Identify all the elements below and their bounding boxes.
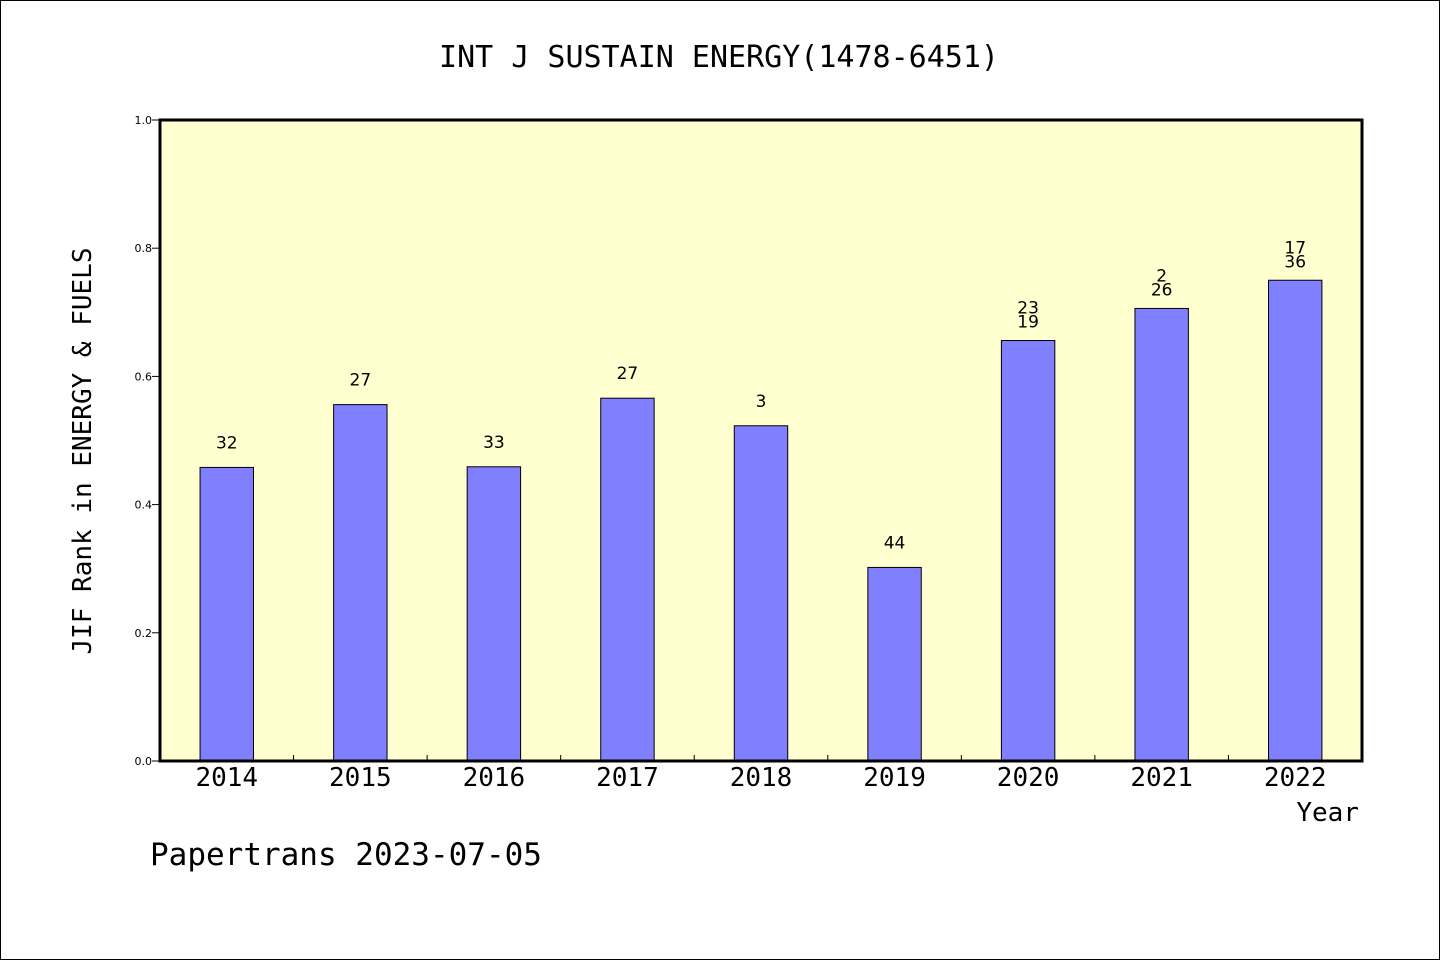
x-tick-label: 2019 <box>863 763 926 793</box>
bar-label: 36 <box>1284 252 1306 272</box>
y-tick-label: 0.6 <box>135 370 153 383</box>
x-axis-ticks: 2014 2015 2016 2017 2018 2019 2020 2021 2022 <box>195 755 1327 793</box>
plot-border <box>158 118 1364 763</box>
bar-2022 <box>1268 279 1323 762</box>
bar-label: 27 <box>350 371 372 391</box>
bar-label: 19 <box>1017 313 1039 333</box>
bar-label: 3 <box>756 392 767 412</box>
bar-label: 17 <box>1284 238 1306 258</box>
chart-title: INT J SUSTAIN ENERGY(1478-6451) <box>439 40 999 75</box>
bar-2015 <box>333 404 388 762</box>
bar-label: 23 <box>1017 299 1039 319</box>
bar-2016 <box>466 466 522 762</box>
x-tick-label: 2022 <box>1264 763 1327 793</box>
bar-2018 <box>733 425 789 762</box>
bar-label: 27 <box>617 364 639 384</box>
y-tick-label: 0.0 <box>135 755 153 768</box>
x-tick-label: 2021 <box>1130 763 1193 793</box>
bar-label: 44 <box>884 533 906 553</box>
bar-label: 32 <box>216 433 238 453</box>
bars-group <box>199 279 1323 762</box>
bar-label: 2 <box>1156 266 1167 286</box>
y-axis-label: JIF Rank in ENERGY & FUELS <box>68 248 98 655</box>
bar-2020 <box>1000 340 1056 762</box>
y-tick-label: 0.2 <box>135 627 153 640</box>
x-axis-label: Year <box>1296 798 1359 828</box>
y-axis-ticks: 0.0 0.2 0.4 0.6 0.8 1.0 <box>135 114 160 768</box>
y-tick-label: 0.4 <box>135 499 153 512</box>
bar-2019 <box>867 566 922 762</box>
bar-label: 26 <box>1151 280 1173 300</box>
bar-2017 <box>600 397 655 762</box>
bar-label: 33 <box>483 433 505 453</box>
bar-2014 <box>199 466 254 762</box>
y-tick-label: 0.8 <box>135 242 153 255</box>
x-tick-label: 2020 <box>997 763 1060 793</box>
x-tick-label: 2018 <box>730 763 793 793</box>
x-tick-label: 2016 <box>463 763 526 793</box>
x-tick-label: 2014 <box>195 763 258 793</box>
x-tick-label: 2017 <box>596 763 659 793</box>
bar-2021 <box>1134 307 1189 762</box>
x-tick-label: 2015 <box>329 763 392 793</box>
y-tick-label: 1.0 <box>135 114 153 127</box>
footer-source: Papertrans 2023-07-05 <box>150 837 542 873</box>
